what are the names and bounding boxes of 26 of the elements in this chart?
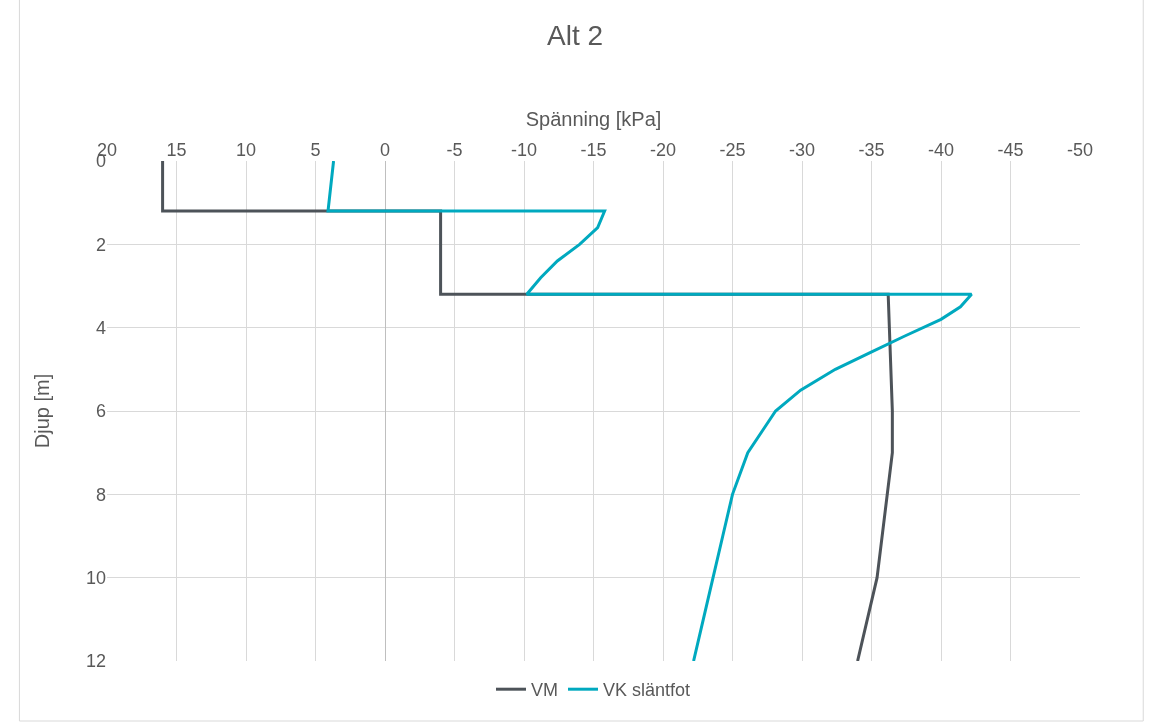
x-tick-label: 0	[379, 140, 391, 161]
x-tick-label: -10	[510, 140, 538, 161]
y-tick-label: 12	[85, 651, 106, 672]
x-tick-label: -20	[649, 140, 677, 161]
x-tick-label: -45	[997, 140, 1024, 161]
y-tick-label: 8	[95, 484, 106, 505]
x-tick-label: 10	[235, 140, 257, 161]
line-series	[326, 161, 974, 661]
x-tick-label: -30	[788, 140, 816, 161]
x-tick-label: -50	[1066, 140, 1094, 161]
x-tick-label: 5	[310, 140, 321, 161]
x-tick-label: 15	[166, 140, 187, 161]
y-tick-label: 4	[95, 317, 106, 338]
x-tick-label: -40	[927, 140, 955, 161]
y-tick-label: 2	[95, 234, 106, 255]
x-tick-label: -25	[719, 140, 746, 161]
legend-label: VM	[531, 680, 558, 701]
x-tick-label: -5	[446, 140, 463, 161]
x-tick-label: -15	[580, 140, 607, 161]
x-tick-label: -35	[858, 140, 885, 161]
y-tick-label: 6	[95, 401, 106, 422]
y-axis-title: Djup [m]	[31, 373, 54, 449]
chart-title: Alt 2	[546, 19, 604, 51]
x-axis-title: Spänning [kPa]	[525, 107, 662, 130]
legend-label: VK släntfot	[603, 680, 691, 701]
y-tick-label: 10	[85, 567, 106, 588]
